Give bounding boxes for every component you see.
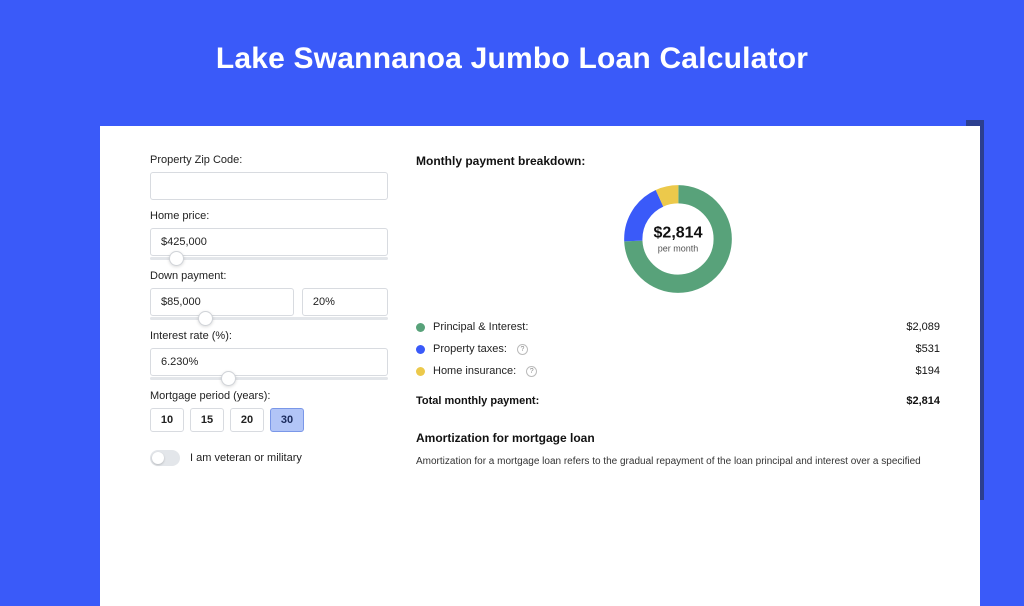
zip-input[interactable] <box>150 172 388 200</box>
total-label: Total monthly payment: <box>416 395 539 407</box>
term-option-20[interactable]: 20 <box>230 408 264 432</box>
breakdown-column: Monthly payment breakdown: $2,814 per mo… <box>416 154 940 606</box>
info-icon[interactable]: ? <box>526 366 537 377</box>
home-price-slider[interactable] <box>150 257 388 260</box>
zip-label: Property Zip Code: <box>150 154 388 166</box>
donut-center: $2,814 per month <box>654 225 703 254</box>
calculator-card: Property Zip Code: Home price: Down paym… <box>100 126 980 606</box>
term-option-10[interactable]: 10 <box>150 408 184 432</box>
legend-value-taxes: $531 <box>916 343 940 355</box>
term-options: 10 15 20 30 <box>150 408 388 432</box>
down-payment-slider-thumb[interactable] <box>198 311 213 326</box>
legend-dot-insurance <box>416 367 425 376</box>
legend-row-insurance: Home insurance: ? $194 <box>416 360 940 382</box>
down-payment-amount-input[interactable] <box>150 288 294 316</box>
donut-amount: $2,814 <box>654 225 703 243</box>
term-field: Mortgage period (years): 10 15 20 30 <box>150 390 388 432</box>
term-option-30[interactable]: 30 <box>270 408 304 432</box>
page-title: Lake Swannanoa Jumbo Loan Calculator <box>0 0 1024 104</box>
home-price-field: Home price: <box>150 210 388 260</box>
breakdown-title: Monthly payment breakdown: <box>416 154 940 168</box>
home-price-slider-thumb[interactable] <box>169 251 184 266</box>
home-price-label: Home price: <box>150 210 388 222</box>
legend-label-insurance: Home insurance: <box>433 365 516 377</box>
down-payment-field: Down payment: <box>150 270 388 320</box>
donut-container: $2,814 per month <box>416 180 940 298</box>
veteran-row: I am veteran or military <box>150 450 388 466</box>
veteran-label: I am veteran or military <box>190 452 302 464</box>
total-row: Total monthly payment: $2,814 <box>416 386 940 407</box>
home-price-input[interactable] <box>150 228 388 256</box>
down-payment-label: Down payment: <box>150 270 388 282</box>
legend-value-pi: $2,089 <box>906 321 940 333</box>
interest-rate-slider-thumb[interactable] <box>221 371 236 386</box>
info-icon[interactable]: ? <box>517 344 528 355</box>
donut-sub: per month <box>654 244 703 254</box>
legend-label-taxes: Property taxes: <box>433 343 507 355</box>
term-option-15[interactable]: 15 <box>190 408 224 432</box>
interest-rate-field: Interest rate (%): <box>150 330 388 380</box>
zip-field: Property Zip Code: <box>150 154 388 200</box>
legend-label-pi: Principal & Interest: <box>433 321 528 333</box>
amortization-text: Amortization for a mortgage loan refers … <box>416 455 940 469</box>
total-value: $2,814 <box>906 395 940 407</box>
legend-row-taxes: Property taxes: ? $531 <box>416 338 940 360</box>
legend-value-insurance: $194 <box>916 365 940 377</box>
legend-dot-taxes <box>416 345 425 354</box>
legend-row-pi: Principal & Interest: $2,089 <box>416 316 940 338</box>
interest-rate-input[interactable] <box>150 348 388 376</box>
amortization-title: Amortization for mortgage loan <box>416 431 940 445</box>
veteran-toggle[interactable] <box>150 450 180 466</box>
legend-dot-pi <box>416 323 425 332</box>
term-label: Mortgage period (years): <box>150 390 388 402</box>
form-column: Property Zip Code: Home price: Down paym… <box>150 154 388 606</box>
interest-rate-slider[interactable] <box>150 377 388 380</box>
down-payment-percent-input[interactable] <box>302 288 388 316</box>
payment-donut: $2,814 per month <box>619 180 737 298</box>
interest-rate-label: Interest rate (%): <box>150 330 388 342</box>
down-payment-slider[interactable] <box>150 317 388 320</box>
